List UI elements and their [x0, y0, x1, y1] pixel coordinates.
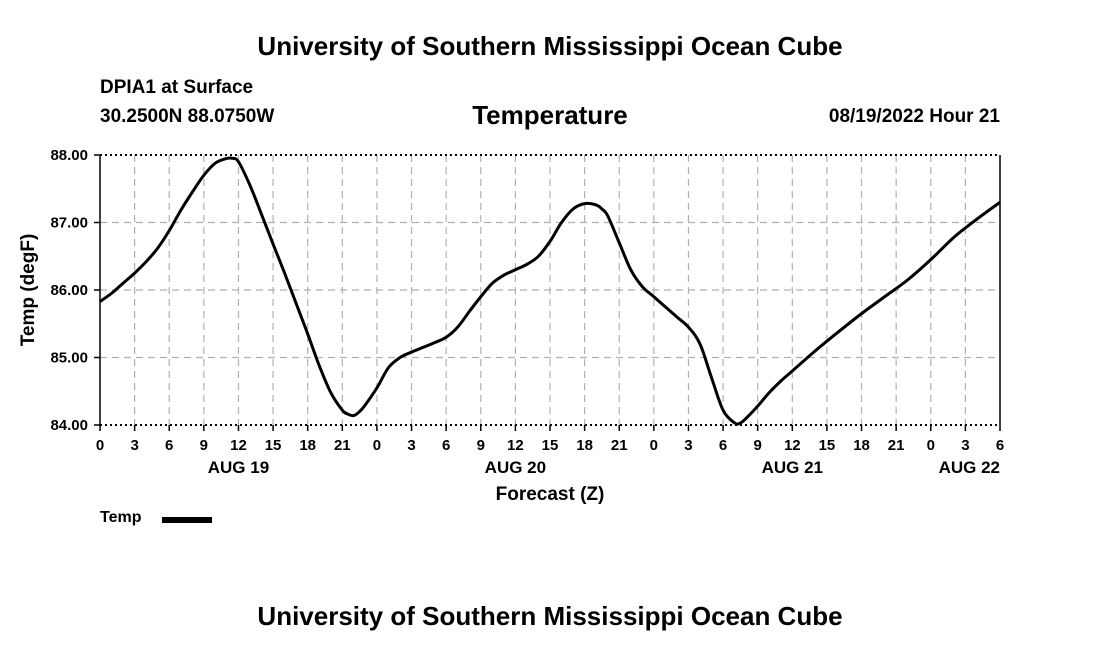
y-tick-label: 87.00: [50, 215, 88, 232]
x-tick-label: 0: [927, 437, 935, 454]
x-tick-label: 6: [996, 437, 1004, 454]
station-label: DPIA1 at Surface: [100, 77, 254, 98]
x-tick-label: 6: [442, 437, 450, 454]
variable-title: Temperature: [472, 100, 628, 130]
x-tick-label: 15: [542, 437, 559, 454]
x-tick-label: 3: [961, 437, 969, 454]
x-tick-label: 21: [334, 437, 351, 454]
page-title-bottom: University of Southern Mississippi Ocean…: [257, 601, 843, 631]
x-tick-label: 0: [96, 437, 104, 454]
y-tick-label: 84.00: [50, 417, 88, 434]
x-tick-label: 21: [611, 437, 628, 454]
legend-label: Temp: [100, 509, 142, 526]
x-tick-label: 15: [265, 437, 282, 454]
x-tick-label: 9: [477, 437, 485, 454]
y-tick-label: 88.00: [50, 147, 88, 164]
page-title-top: University of Southern Mississippi Ocean…: [257, 31, 843, 61]
day-label: AUG 22: [939, 458, 1000, 477]
x-tick-label: 3: [130, 437, 138, 454]
x-tick-label: 0: [650, 437, 658, 454]
x-tick-label: 9: [200, 437, 208, 454]
x-tick-label: 21: [888, 437, 905, 454]
x-tick-label: 9: [754, 437, 762, 454]
day-label: AUG 20: [485, 458, 546, 477]
temp-series-line: [99, 156, 1001, 426]
x-axis-day-labels: AUG 19 AUG 20 AUG 21 AUG 22: [208, 458, 1000, 477]
x-tick-label: 12: [784, 437, 801, 454]
x-axis-label: Forecast (Z): [496, 484, 605, 505]
y-axis-label: Temp (degF): [18, 234, 39, 347]
x-tick-label: 15: [819, 437, 836, 454]
day-label: AUG 21: [762, 458, 823, 477]
x-tick-label: 3: [407, 437, 415, 454]
station-coordinates: 30.2500N 88.0750W: [100, 106, 275, 127]
x-tick-label: 0: [373, 437, 381, 454]
x-axis-ticks: 0 3 6 9 12 15 18 21 0 3 6 9 12 15 18 21 0 3 6 9 12 15 18 21 0 3 6: [96, 425, 1004, 454]
legend: Temp: [100, 509, 141, 527]
y-tick-label: 85.00: [50, 350, 88, 367]
x-tick-label: 18: [299, 437, 316, 454]
x-tick-label: 6: [719, 437, 727, 454]
x-tick-label: 18: [576, 437, 593, 454]
x-tick-label: 3: [684, 437, 692, 454]
x-tick-label: 6: [165, 437, 173, 454]
y-axis-ticks: 84.00 85.00 86.00 87.00 88.00: [50, 147, 100, 434]
y-tick-label: 86.00: [50, 282, 88, 299]
chart-grid: [100, 155, 1000, 425]
x-tick-label: 12: [230, 437, 247, 454]
legend-line-swatch: [162, 517, 212, 523]
day-label: AUG 19: [208, 458, 269, 477]
forecast-datetime: 08/19/2022 Hour 21: [828, 106, 1000, 127]
x-tick-label: 18: [853, 437, 870, 454]
x-tick-label: 12: [507, 437, 524, 454]
